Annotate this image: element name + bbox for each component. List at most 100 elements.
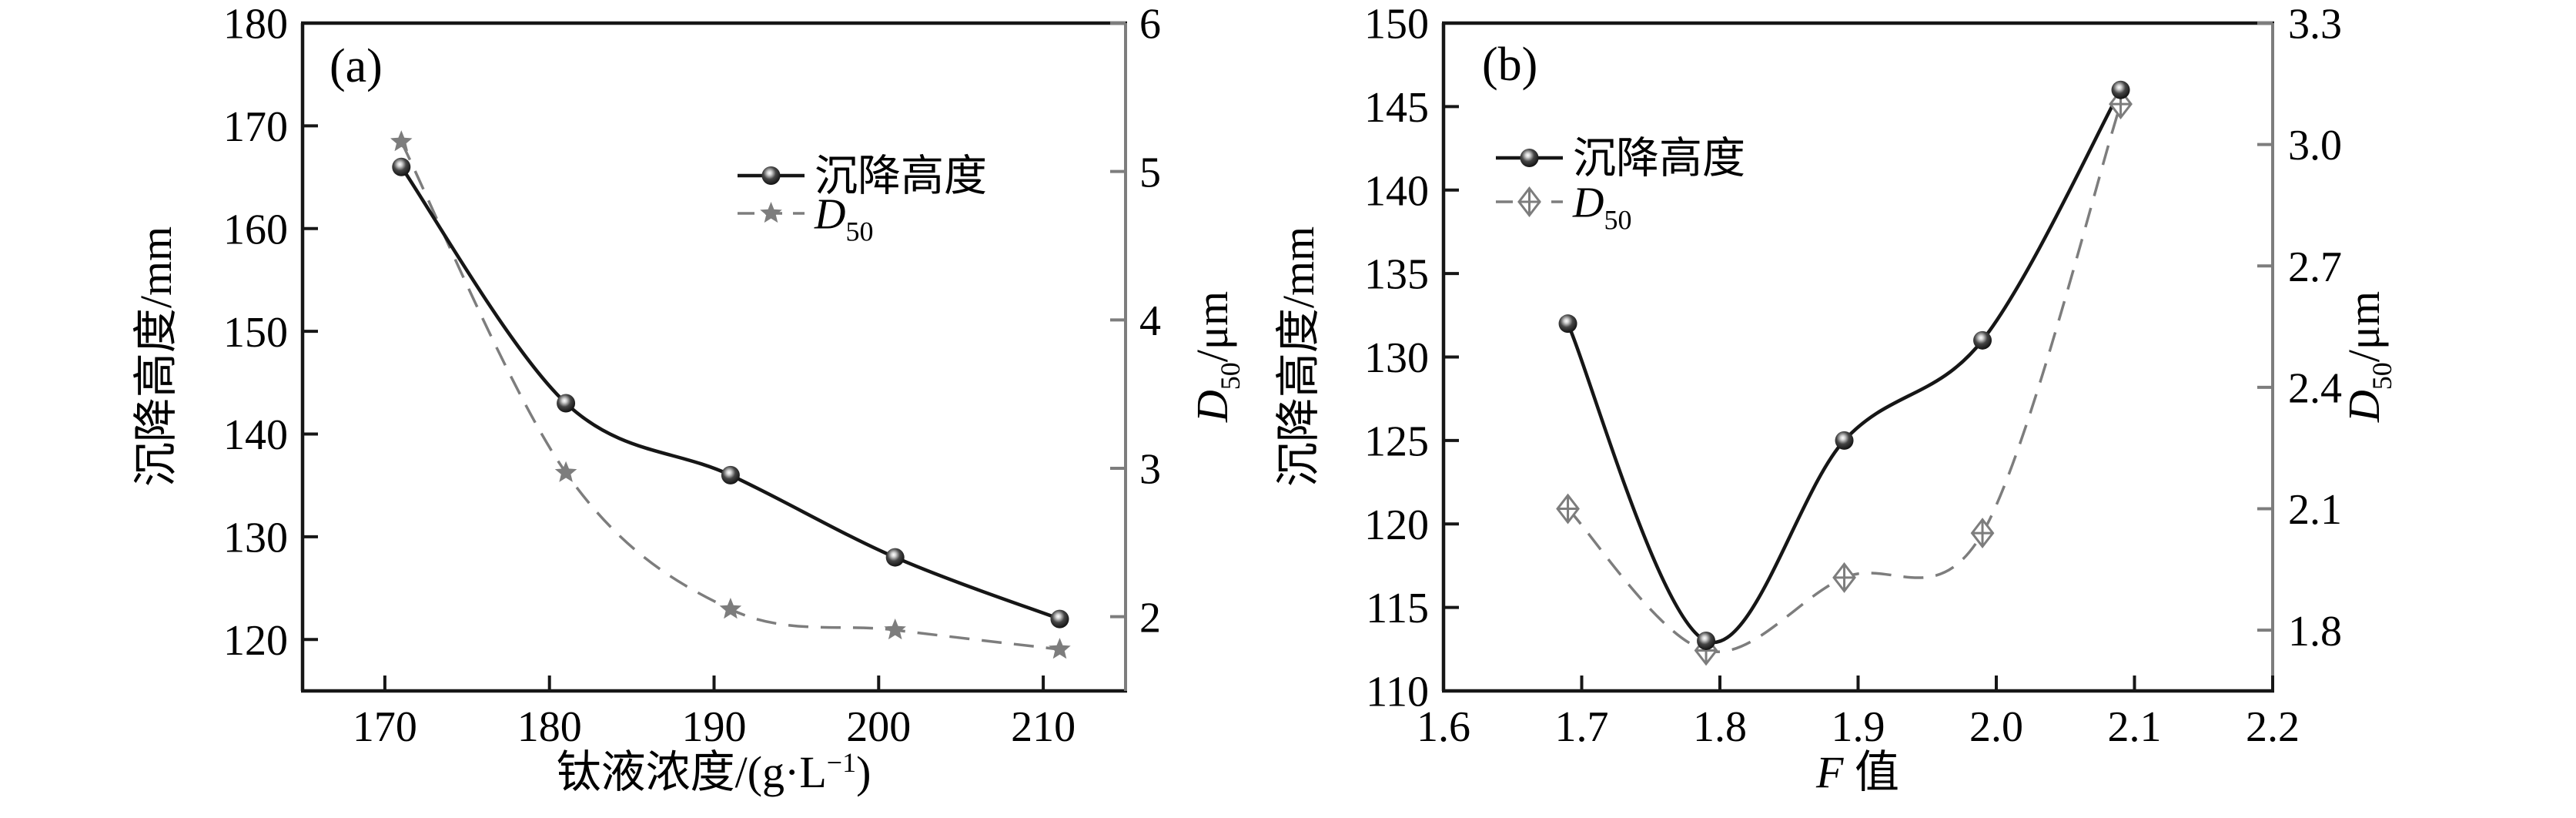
label-segment: D bbox=[1187, 390, 1237, 423]
y-right-tick-label: 2.4 bbox=[2288, 365, 2342, 413]
y-right-tick-label: 3 bbox=[1139, 446, 1161, 494]
label-segment: /μm bbox=[2339, 291, 2389, 362]
y-left-tick-label: 125 bbox=[1364, 417, 1429, 465]
x-tick-label: 1.8 bbox=[1693, 703, 1747, 751]
star-marker bbox=[1049, 638, 1071, 659]
y-left-tick-label: 110 bbox=[1366, 669, 1429, 716]
y-right-tick-label: 4 bbox=[1139, 297, 1161, 345]
ball-marker bbox=[392, 157, 411, 176]
legend-label-d50: D50 bbox=[1572, 179, 1631, 236]
ball-marker bbox=[1697, 631, 1716, 650]
x-tick-label: 180 bbox=[517, 703, 582, 751]
panel-b: 1.6 1.7 1.8 1.9 2.0 2.1 2.2 110 115 120 125 130 135 1… bbox=[1273, 1, 2397, 797]
x-tick-label: 210 bbox=[1011, 703, 1076, 751]
panel-tag: (a) bbox=[330, 40, 383, 92]
x-tick-label: 2.0 bbox=[1969, 703, 2023, 751]
label-segment: /μm bbox=[1187, 291, 1237, 362]
y-left-tick-label: 135 bbox=[1364, 251, 1429, 299]
y-left-tick-label: 150 bbox=[223, 309, 288, 357]
y-right-tick-label: 6 bbox=[1139, 1, 1161, 49]
legend-entry-d50: D50 bbox=[738, 191, 873, 247]
x-tick-label: 170 bbox=[353, 703, 417, 751]
y-axis-title-left: 沉降高度/mm bbox=[1273, 226, 1323, 487]
label-segment: D bbox=[814, 191, 845, 239]
ball-marker bbox=[1050, 609, 1069, 629]
label-segment: 钛液浓度/(g·L bbox=[557, 747, 827, 797]
ball-marker bbox=[2111, 80, 2130, 99]
legend-entry-settling-height: 沉降高度 bbox=[738, 153, 987, 201]
label-segment: 值 bbox=[1843, 747, 1899, 797]
y-axis-title-right: D50/μm bbox=[2339, 291, 2397, 423]
label-segment: 沉降高度 bbox=[815, 153, 987, 201]
ball-marker bbox=[1973, 330, 1992, 350]
x-tick-label: 2.1 bbox=[2108, 703, 2162, 751]
y-left-tick-label: 180 bbox=[223, 1, 288, 49]
ball-marker bbox=[885, 548, 905, 567]
label-segment: 50 bbox=[845, 216, 873, 247]
y-left-tick-label: 130 bbox=[223, 515, 288, 562]
x-tick-label: 1.7 bbox=[1555, 703, 1609, 751]
ball-marker bbox=[721, 465, 740, 484]
label-segment: D bbox=[1572, 179, 1604, 227]
y-right-tick-label: 2.1 bbox=[2288, 486, 2342, 534]
y-right-tick-label: 2 bbox=[1139, 594, 1161, 642]
y-left-tick-label: 170 bbox=[223, 103, 288, 151]
y-left-tick-label: 145 bbox=[1364, 84, 1429, 132]
label-segment: 50 bbox=[1215, 362, 1246, 390]
d50-line bbox=[400, 141, 1060, 651]
x-tick-label: 1.9 bbox=[1832, 703, 1885, 751]
star-marker bbox=[390, 130, 413, 152]
label-segment: 50 bbox=[2367, 362, 2397, 390]
y-left-tick-label: 120 bbox=[223, 617, 288, 665]
y-left-tick-label: 150 bbox=[1364, 1, 1429, 49]
label-segment: 50 bbox=[1604, 205, 1631, 236]
star-marker bbox=[554, 461, 577, 482]
label-segment: D bbox=[2339, 390, 2389, 423]
label-segment: 沉降高度 bbox=[1573, 136, 1745, 183]
label-segment: 沉降高度/mm bbox=[1273, 226, 1323, 487]
panel-tag: (b) bbox=[1482, 39, 1537, 91]
label-segment: 沉降高度/mm bbox=[131, 226, 181, 487]
star-marker bbox=[760, 202, 782, 223]
label-segment: ) bbox=[856, 747, 871, 797]
legend-entry-settling-height: 沉降高度 bbox=[1496, 136, 1745, 183]
settling-height-points bbox=[1558, 80, 2130, 650]
label-segment: −1 bbox=[827, 747, 856, 778]
y-left-tick-label: 115 bbox=[1366, 585, 1429, 632]
y-left-tick-label: 140 bbox=[223, 411, 288, 459]
settling-height-line bbox=[1566, 89, 2123, 645]
y-right-tick-label: 1.8 bbox=[2288, 608, 2342, 655]
d50-points bbox=[390, 130, 1071, 659]
x-tick-label: 200 bbox=[846, 703, 911, 751]
y-right-tick-label: 3.3 bbox=[2288, 1, 2342, 49]
ball-marker bbox=[557, 394, 576, 413]
panel-a: 170 180 190 200 210 120 130 140 150 160 170 180 2 3 4 5… bbox=[131, 1, 1246, 797]
x-axis-title: F 值 bbox=[1815, 747, 1899, 797]
legend-label-d50: D50 bbox=[814, 191, 873, 247]
legend-entry-d50: D50 bbox=[1496, 179, 1631, 236]
x-tick-label: 190 bbox=[682, 703, 747, 751]
d50-line bbox=[1567, 103, 2123, 653]
y-right-tick-label: 5 bbox=[1139, 149, 1161, 196]
y-left-tick-label: 120 bbox=[1364, 501, 1429, 549]
y-left-tick-label: 160 bbox=[223, 206, 288, 253]
y-left-tick-label: 140 bbox=[1364, 167, 1429, 215]
x-tick-label: 1.6 bbox=[1417, 703, 1470, 751]
star-marker bbox=[884, 619, 906, 640]
settling-height-points bbox=[392, 157, 1069, 629]
legend-label-settling-height: 沉降高度 bbox=[815, 153, 987, 201]
y-right-tick-label: 3.0 bbox=[2288, 122, 2342, 169]
y-axis-title-right: D50/μm bbox=[1187, 291, 1246, 423]
y-left-tick-label: 130 bbox=[1364, 334, 1429, 382]
star-marker bbox=[719, 598, 742, 619]
label-segment: F bbox=[1815, 747, 1844, 797]
x-tick-label: 2.2 bbox=[2246, 703, 2300, 751]
settling-height-line bbox=[400, 166, 1061, 621]
ball-marker bbox=[1558, 314, 1577, 334]
ball-marker bbox=[761, 166, 781, 185]
x-axis-title: 钛液浓度/(g·L−1) bbox=[557, 747, 871, 797]
